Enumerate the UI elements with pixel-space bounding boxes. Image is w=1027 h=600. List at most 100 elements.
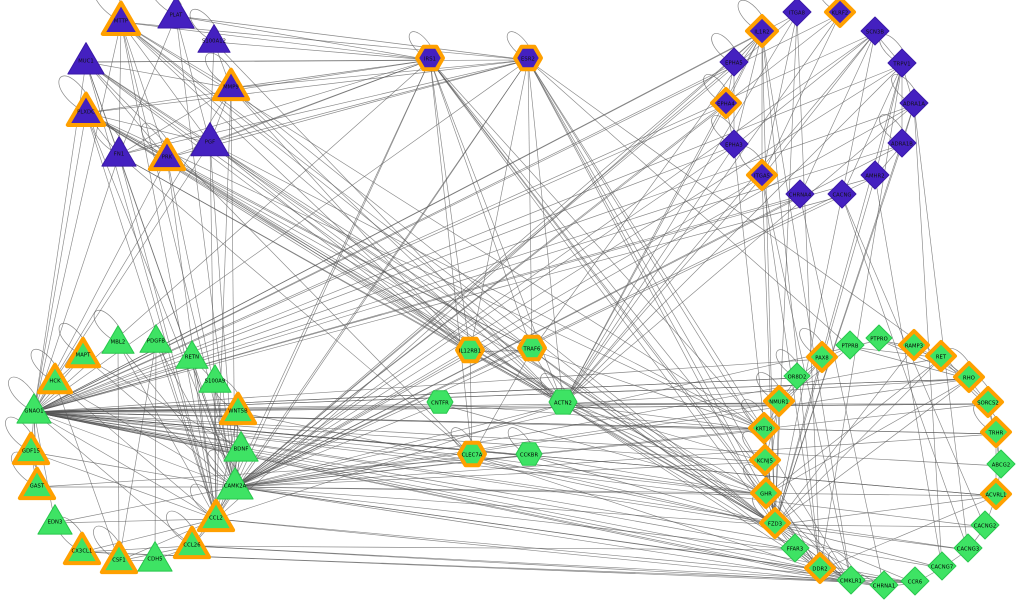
diamond-icon (953, 533, 984, 568)
edge (166, 157, 471, 353)
edge (774, 378, 970, 526)
edge (230, 87, 564, 405)
triangle-icon (216, 467, 254, 508)
diamond-glyph (719, 47, 749, 77)
triangle-glyph (101, 325, 135, 354)
edge (33, 59, 431, 413)
edge (85, 112, 211, 144)
triangle-glyph (175, 340, 209, 369)
diamond-icon (927, 551, 958, 586)
diamond-glyph (748, 412, 780, 444)
hexagon-glyph (515, 442, 543, 466)
edge (429, 59, 473, 457)
triangle-glyph (172, 525, 212, 560)
triangle-icon (63, 334, 103, 378)
diamond-icon (719, 47, 750, 82)
edge (469, 351, 473, 457)
edge (118, 341, 157, 562)
diamond-icon (922, 337, 960, 379)
edge (215, 518, 852, 583)
edge (761, 32, 821, 571)
triangle-icon (157, 0, 195, 37)
edge (562, 13, 798, 405)
edge (33, 411, 969, 551)
edge (33, 411, 776, 526)
diamond-glyph (887, 128, 917, 158)
edge (33, 358, 823, 413)
edge (527, 59, 851, 348)
triangle-glyph (216, 467, 254, 500)
edge (33, 176, 763, 413)
edge (85, 112, 767, 496)
diamond-glyph (780, 533, 810, 563)
triangle-icon (210, 65, 252, 111)
edge (230, 87, 776, 526)
edge (841, 64, 903, 197)
edge (209, 59, 529, 144)
edge (33, 145, 735, 413)
diamond-icon (756, 504, 794, 546)
edge (230, 59, 431, 89)
diamond-icon (836, 565, 867, 600)
edge (214, 381, 217, 520)
triangle-icon (198, 364, 232, 401)
edge (118, 154, 217, 520)
self-loop-edge (155, 0, 182, 17)
edge (33, 142, 211, 413)
edge (191, 357, 236, 488)
edge (120, 21, 211, 144)
edge (118, 15, 177, 156)
edge (213, 41, 564, 405)
edge (774, 524, 916, 584)
triangle-icon (139, 324, 173, 361)
triangle-glyph (197, 24, 231, 53)
edge (234, 59, 431, 488)
edge (429, 59, 767, 496)
edge (234, 176, 876, 488)
triangle-glyph (223, 431, 259, 462)
edge (54, 486, 236, 524)
edge (166, 157, 533, 351)
edge (528, 455, 776, 526)
edge (85, 59, 529, 114)
edge (33, 378, 970, 413)
edge (215, 59, 431, 520)
edge (234, 32, 876, 488)
diamond-icon (900, 566, 931, 600)
hexagon-glyph (548, 389, 578, 415)
edge (841, 195, 969, 551)
edge (215, 403, 564, 520)
edge (234, 486, 916, 584)
edge (33, 411, 193, 547)
diamond-glyph (980, 416, 1012, 448)
edge (819, 495, 997, 571)
diamond-icon (827, 179, 858, 214)
triangle-icon (35, 360, 75, 404)
hexagon-glyph (517, 334, 547, 362)
diamond-glyph (860, 160, 890, 190)
edge (155, 341, 217, 520)
edge (562, 32, 876, 405)
edge (234, 403, 564, 488)
edge (33, 403, 989, 413)
edge (527, 59, 564, 405)
triangle-glyph (137, 541, 173, 572)
triangle-glyph (157, 0, 195, 29)
diamond-icon (760, 382, 798, 424)
edge (33, 104, 727, 413)
edge (471, 455, 776, 526)
edge (234, 486, 796, 551)
diamond-glyph (980, 478, 1012, 510)
edge (913, 104, 969, 551)
edge (36, 455, 530, 488)
edge (209, 142, 471, 353)
edge (30, 451, 236, 488)
edge (765, 494, 852, 583)
edge (54, 518, 217, 524)
diamond-icon (869, 570, 900, 600)
edge (209, 142, 533, 351)
edge (234, 486, 852, 583)
edge (175, 15, 529, 61)
edge (166, 157, 236, 488)
